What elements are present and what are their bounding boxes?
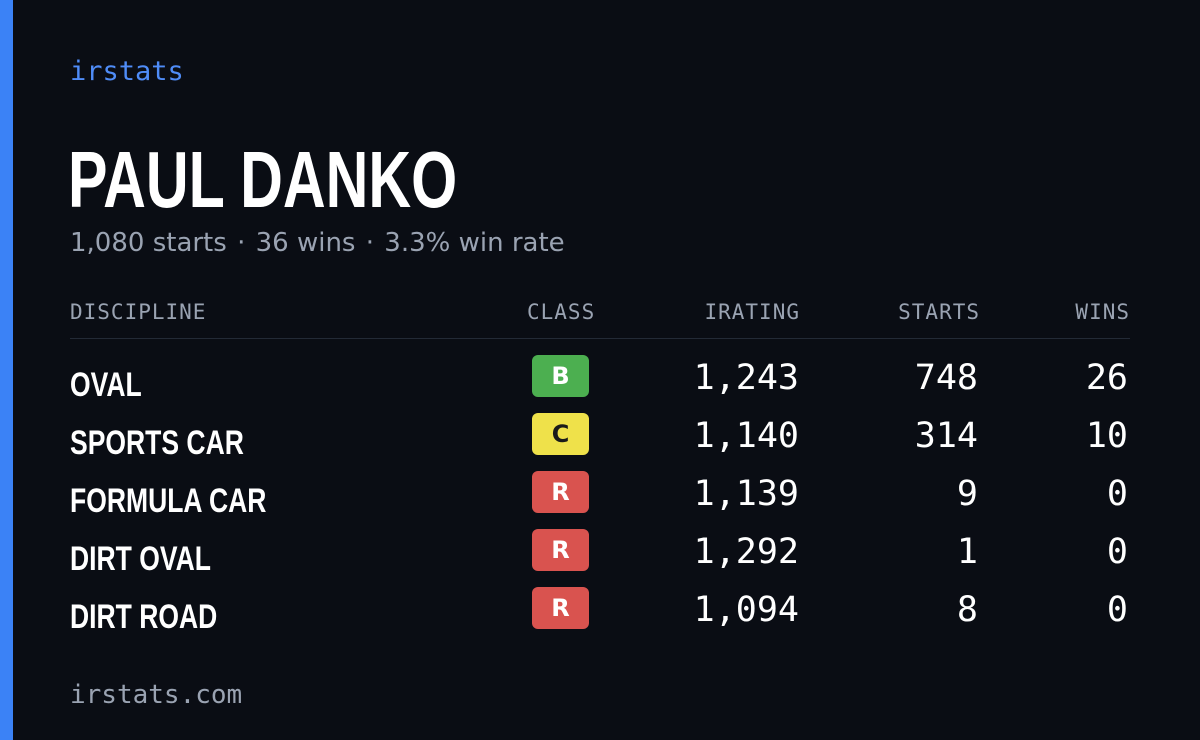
table-row: SPORTS CAR C 1,140 314 10 <box>70 413 1130 471</box>
accent-bar <box>0 0 13 740</box>
discipline-name: DIRT OVAL <box>70 540 211 578</box>
stats-table-body: OVAL B 1,243 748 26 SPORTS CAR C 1,140 3… <box>70 355 1130 645</box>
irating-value: 1,140 <box>693 416 799 456</box>
summary-starts: 1,080 starts <box>70 228 227 258</box>
stats-table-header: DISCIPLINE CLASS IRATING STARTS WINS <box>70 300 1130 339</box>
irating-value: 1,243 <box>693 358 799 398</box>
wins-value: 26 <box>1085 358 1128 398</box>
wins-value: 10 <box>1085 416 1128 456</box>
header-irating: IRATING <box>704 300 800 324</box>
table-row: FORMULA CAR R 1,139 9 0 <box>70 471 1130 529</box>
driver-name: PAUL DANKO <box>68 135 458 224</box>
starts-value: 748 <box>914 358 978 398</box>
table-row: DIRT ROAD R 1,094 8 0 <box>70 587 1130 645</box>
discipline-name: DIRT ROAD <box>70 598 218 636</box>
summary-separator: · <box>237 228 246 258</box>
discipline-name: FORMULA CAR <box>70 482 267 520</box>
irating-value: 1,139 <box>693 474 799 514</box>
starts-value: 9 <box>956 474 978 514</box>
starts-value: 1 <box>956 532 978 572</box>
table-row: DIRT OVAL R 1,292 1 0 <box>70 529 1130 587</box>
summary-separator: · <box>365 228 375 258</box>
driver-summary: 1,080 starts · 36 wins · 3.3% win rate <box>70 228 565 258</box>
header-class: CLASS <box>527 300 596 324</box>
irating-value: 1,292 <box>693 532 799 572</box>
class-badge: C <box>532 413 589 455</box>
wins-value: 0 <box>1106 532 1128 572</box>
class-badge: R <box>532 471 589 513</box>
wins-value: 0 <box>1106 474 1128 514</box>
table-row: OVAL B 1,243 748 26 <box>70 355 1130 413</box>
starts-value: 314 <box>914 416 978 456</box>
footer-url: irstats.com <box>70 680 243 710</box>
summary-win-rate: 3.3% win rate <box>384 228 565 258</box>
header-wins: WINS <box>1075 300 1130 324</box>
header-discipline: DISCIPLINE <box>70 300 207 324</box>
discipline-name: OVAL <box>70 366 142 404</box>
wins-value: 0 <box>1106 590 1128 630</box>
class-badge: R <box>532 587 589 629</box>
header-starts: STARTS <box>898 300 980 324</box>
summary-wins: 36 wins <box>255 228 356 258</box>
irating-value: 1,094 <box>693 590 799 630</box>
class-badge: B <box>532 355 589 397</box>
discipline-name: SPORTS CAR <box>70 424 244 462</box>
starts-value: 8 <box>956 590 978 630</box>
brand-logo-text: irstats <box>70 56 184 87</box>
class-badge: R <box>532 529 589 571</box>
